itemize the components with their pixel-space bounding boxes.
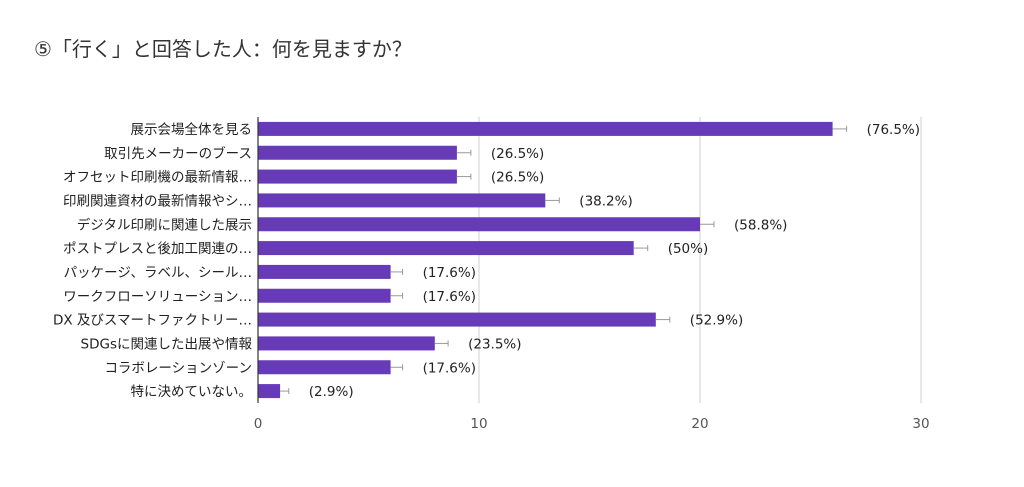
category-label: SDGsに関連した出展や情報 — [81, 336, 253, 352]
bar — [258, 169, 457, 184]
category-label: コラボレーションゾーン — [104, 360, 252, 376]
data-label: (17.6%) — [423, 265, 476, 281]
category-label: パッケージ、ラベル、シール… — [64, 265, 252, 281]
x-tick-label: 20 — [691, 416, 708, 432]
data-label: (17.6%) — [423, 360, 476, 376]
data-label: (38.2%) — [579, 193, 632, 209]
category-label: 特に決めていない。 — [131, 384, 253, 400]
bar — [258, 264, 391, 279]
x-tick-label: 0 — [254, 416, 263, 432]
bar — [258, 312, 656, 327]
category-label: 印刷関連資材の最新情報やシ… — [63, 193, 252, 209]
bar — [258, 360, 391, 375]
chart-title: ⑤「行く」と回答した人：何を見ますか？ — [34, 37, 412, 61]
x-tick-label: 30 — [912, 416, 929, 432]
category-label: ポストプレスと後加工関連の… — [63, 241, 252, 257]
data-label: (26.5%) — [491, 170, 544, 186]
bar — [258, 241, 634, 256]
category-label: DX 及びスマートファクトリー… — [53, 313, 252, 329]
category-label: 展示会場全体を見る — [131, 121, 253, 138]
category-label: 取引先メーカーのブース — [104, 145, 252, 162]
data-label: (2.9%) — [309, 384, 354, 400]
category-label: オフセット印刷機の最新情報… — [63, 170, 252, 186]
data-label: (50%) — [668, 241, 709, 257]
bar — [258, 217, 700, 232]
bar — [258, 288, 391, 303]
data-label: (58.8%) — [734, 217, 787, 233]
bar — [258, 145, 457, 160]
category-label: ワークフローソリューション… — [63, 289, 252, 305]
data-label: (76.5%) — [867, 122, 920, 138]
data-label: (26.5%) — [491, 146, 544, 162]
data-label: (23.5%) — [468, 336, 521, 352]
x-tick-label: 10 — [470, 416, 487, 432]
data-label: (52.9%) — [690, 313, 743, 329]
bar — [258, 121, 833, 136]
data-label: (17.6%) — [423, 289, 476, 305]
bar — [258, 384, 281, 399]
bar — [258, 193, 546, 208]
bar — [258, 336, 435, 351]
category-label: デジタル印刷に関連した展示 — [77, 216, 252, 233]
